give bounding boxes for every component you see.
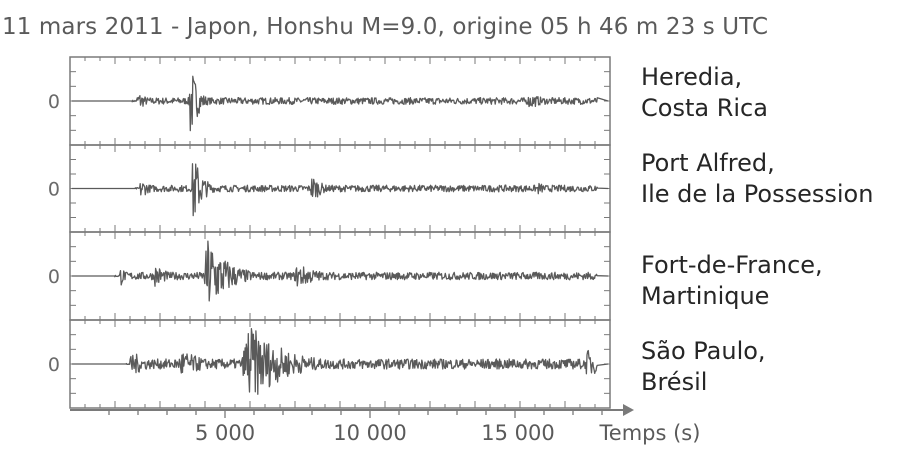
seismogram-trace xyxy=(72,240,609,302)
seismogram-trace xyxy=(72,328,609,395)
station-name-line2: Ile de la Possession xyxy=(641,180,874,208)
panel-1: 0 xyxy=(48,56,611,146)
station-name-line2: Costa Rica xyxy=(641,94,768,122)
panel-3: 0 xyxy=(48,231,611,321)
station-name-line2: Martinique xyxy=(641,282,770,310)
panel-2: 0 xyxy=(48,144,611,233)
zero-label: 0 xyxy=(48,91,60,113)
x-tick-label-5000: 5 000 xyxy=(195,421,255,445)
station-label-sao-paulo: São Paulo, Brésil xyxy=(641,336,766,398)
x-axis: 5 000 10 000 15 000 Temps (s) xyxy=(70,404,700,445)
station-label-port-alfred: Port Alfred, Ile de la Possession xyxy=(641,148,873,210)
panel-4: 0 xyxy=(48,319,611,409)
x-axis-title: Temps (s) xyxy=(599,421,701,445)
x-tick-label-15000: 15 000 xyxy=(481,421,554,445)
x-axis-arrow-icon xyxy=(623,404,634,416)
station-name-line2: Brésil xyxy=(641,368,708,396)
zero-label: 0 xyxy=(48,179,60,201)
station-name-line1: Fort-de-France, xyxy=(641,251,823,279)
x-tick-label-10000: 10 000 xyxy=(333,421,406,445)
station-label-heredia: Heredia, Costa Rica xyxy=(641,62,768,124)
seismogram-trace xyxy=(72,163,609,217)
station-name-line1: Heredia, xyxy=(641,63,743,91)
station-name-line1: Port Alfred, xyxy=(641,149,775,177)
zero-label: 0 xyxy=(48,354,60,376)
panels-group: 0 0 0 0 xyxy=(48,56,611,409)
chart-title: 11 mars 2011 - Japon, Honshu M=9.0, orig… xyxy=(2,14,769,40)
station-label-fort-de-france: Fort-de-France, Martinique xyxy=(641,250,823,312)
seismogram-trace xyxy=(72,75,609,132)
zero-label: 0 xyxy=(48,266,60,288)
station-name-line1: São Paulo, xyxy=(641,337,766,365)
